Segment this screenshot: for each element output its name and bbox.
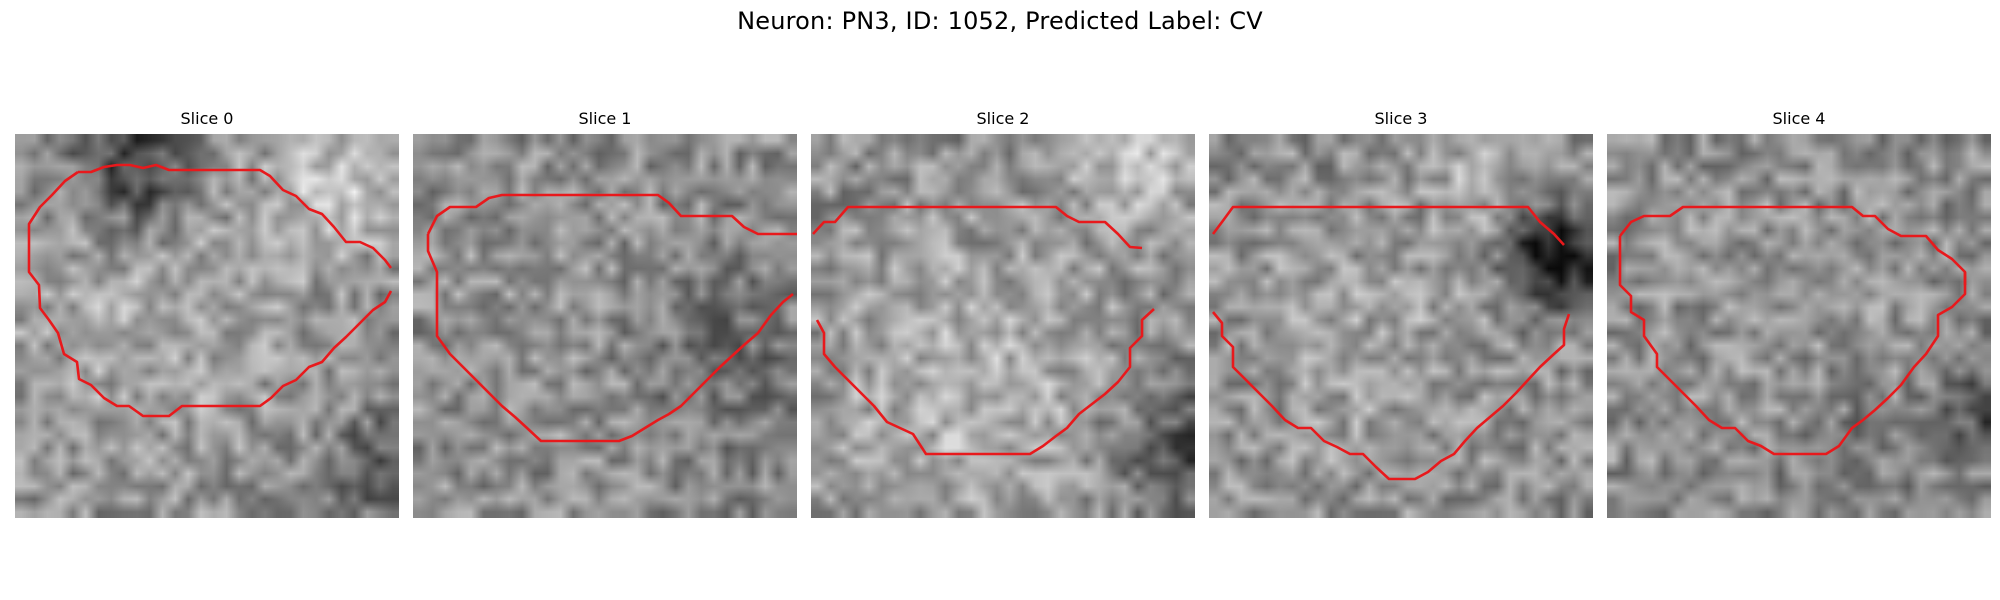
slice-image-3 [1209,134,1593,518]
contour-outline-0 [27,163,393,418]
slice-panel-3: Slice 3 [1209,108,1593,518]
slice-title: Slice 4 [1772,109,1826,128]
slice-title: Slice 1 [578,109,632,128]
slice-panel-1: Slice 1 [413,108,797,518]
slice-title: Slice 2 [976,109,1030,128]
contour-outline-1 [426,193,797,443]
slice-panel-0: Slice 0 [15,108,399,518]
slice-panel-2: Slice 2 [811,108,1195,518]
slice-image-0 [15,134,399,518]
contour-outline-4 [1618,205,1967,456]
slice-title: Slice 3 [1374,109,1428,128]
slice-title: Slice 0 [180,109,234,128]
contour-outline-2 [812,205,1155,456]
contour-outline-3 [1211,205,1571,481]
slice-panel-4: Slice 4 [1607,108,1991,518]
slice-image-1 [413,134,797,518]
figure-title: Neuron: PN3, ID: 1052, Predicted Label: … [737,7,1263,35]
